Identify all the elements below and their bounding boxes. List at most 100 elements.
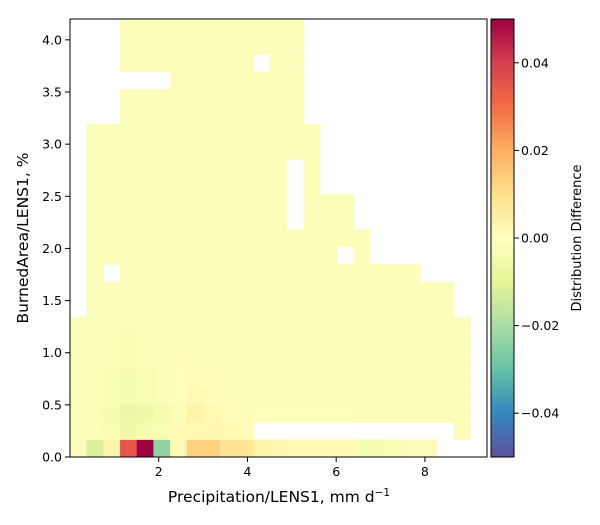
colorbar-tick-label: −0.04 — [521, 406, 559, 421]
heatmap-cell — [303, 124, 321, 143]
heatmap-cell — [353, 316, 371, 335]
heatmap-cell — [286, 124, 304, 143]
heatmap-cell — [286, 89, 304, 107]
heatmap-cell — [203, 194, 221, 213]
heatmap-cell — [153, 141, 171, 160]
heatmap-cell — [270, 246, 288, 265]
heatmap-cell — [320, 351, 338, 370]
heatmap-cell — [386, 264, 404, 283]
heatmap-cell — [186, 386, 204, 405]
heatmap-cell — [220, 176, 238, 195]
heatmap-cell — [86, 386, 104, 405]
heatmap-cell — [386, 281, 404, 300]
heatmap-cell — [320, 281, 338, 300]
heatmap-cell — [253, 176, 271, 195]
heatmap-cell — [120, 106, 138, 125]
y-tick-label: 3.5 — [42, 85, 62, 100]
heatmap-cell — [170, 159, 188, 178]
heatmap-cell — [120, 281, 138, 300]
heatmap-cell — [286, 229, 304, 248]
heatmap-cell — [303, 159, 321, 178]
heatmap-cell — [103, 421, 121, 440]
heatmap-cell — [253, 106, 271, 125]
heatmap-cell — [420, 281, 438, 300]
heatmap-cell — [436, 281, 455, 300]
heatmap-cell — [386, 299, 404, 318]
heatmap-cell — [203, 106, 221, 125]
heatmap-cell — [336, 351, 354, 370]
heatmap-cell — [103, 369, 121, 388]
heatmap-cell — [236, 386, 254, 405]
heatmap-cell — [220, 89, 238, 107]
heatmap-cell — [253, 36, 271, 55]
heatmap-cell — [320, 439, 338, 457]
heatmap-cell — [170, 106, 188, 125]
colorbar-label: Distribution Difference — [570, 165, 585, 312]
heatmap-cell — [353, 334, 371, 353]
heatmap-cell — [286, 71, 304, 90]
heatmap-cell — [320, 229, 338, 248]
heatmap-cell — [186, 71, 204, 90]
heatmap-cell — [220, 36, 238, 55]
heatmap-cell — [453, 334, 471, 353]
x-tick-label: 6 — [332, 464, 340, 479]
heatmap-cell — [270, 281, 288, 300]
heatmap-cell — [436, 386, 455, 405]
heatmap-cell — [370, 439, 388, 457]
heatmap-cell — [436, 299, 455, 318]
heatmap-cell — [136, 36, 154, 55]
heatmap-cell — [186, 106, 204, 125]
heatmap-cell — [236, 124, 254, 143]
heatmap-cell — [303, 246, 321, 265]
heatmap-cell — [103, 211, 121, 230]
heatmap-cell — [186, 334, 204, 353]
heatmap-cell — [203, 316, 221, 335]
heatmap-cell — [403, 316, 421, 335]
heatmap-cell — [403, 264, 421, 283]
heatmap-cell — [286, 299, 304, 318]
heatmap-cell — [136, 351, 154, 370]
heatmap-cell — [170, 176, 188, 195]
heatmap-cell — [336, 316, 354, 335]
heatmap-cell — [220, 334, 238, 353]
heatmap-cell — [236, 439, 254, 457]
heatmap-cell — [220, 211, 238, 230]
heatmap-cell — [286, 141, 304, 160]
heatmap-cell — [236, 141, 254, 160]
heatmap-cell — [203, 176, 221, 195]
heatmap-cell — [170, 351, 188, 370]
heatmap-cell — [286, 351, 304, 370]
heatmap-cell — [203, 36, 221, 55]
heatmap-cell — [236, 299, 254, 318]
heatmap-cell — [120, 159, 138, 178]
heatmap-cell — [120, 264, 138, 283]
heatmap-cell — [403, 351, 421, 370]
heatmap-cell — [303, 194, 321, 213]
heatmap-cell — [153, 369, 171, 388]
heatmap-cell — [303, 281, 321, 300]
heatmap-cell — [253, 264, 271, 283]
heatmap-cell — [120, 89, 138, 107]
heatmap-cell — [353, 281, 371, 300]
heatmap-cell — [353, 299, 371, 318]
heatmap-cell — [353, 264, 371, 283]
heatmap-cell — [436, 404, 455, 423]
heatmap-cell — [220, 439, 238, 457]
heatmap-cell — [420, 334, 438, 353]
heatmap-cell — [303, 351, 321, 370]
heatmap-cell — [286, 369, 304, 388]
heatmap-cell — [103, 439, 121, 457]
heatmap-cell — [203, 211, 221, 230]
heatmap-cell — [203, 229, 221, 248]
heatmap-cell — [286, 281, 304, 300]
heatmap-cell — [370, 264, 388, 283]
heatmap-cell — [186, 281, 204, 300]
heatmap-cell — [386, 369, 404, 388]
heatmap-cell — [303, 316, 321, 335]
heatmap-cell — [386, 404, 404, 423]
y-tick-label: 2.0 — [42, 241, 62, 256]
heatmap-cell — [220, 71, 238, 90]
colorbar — [490, 18, 515, 458]
heatmap-cell — [136, 369, 154, 388]
heatmap-cell — [203, 334, 221, 353]
